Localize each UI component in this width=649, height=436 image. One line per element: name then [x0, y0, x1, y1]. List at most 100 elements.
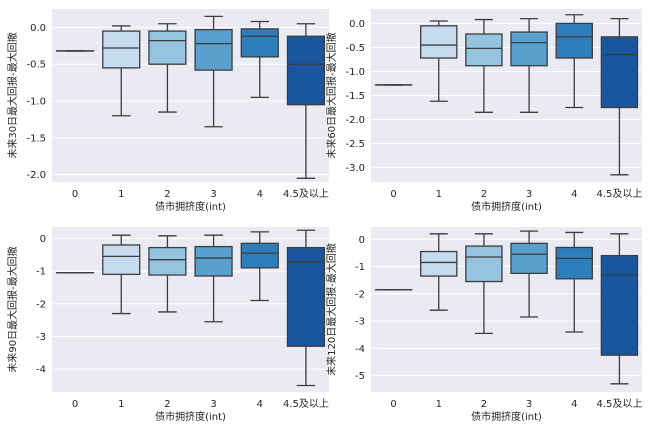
panel-0-xlabel: 债市拥挤度(int): [155, 200, 226, 213]
panel-2-ylabel: 未来90日最大回报-最大回撤: [6, 246, 19, 372]
panel-3-xtick-label: 4: [571, 399, 577, 410]
panel-3-ytick-label: -3: [355, 317, 365, 328]
panel-60d: 0.0 -0.5 -1.0 -1.5 -2.0 -2.5 -3.0 0 1 2 3 4 4.5及以上 未来…: [325, 9, 642, 213]
panel-2-box-3: [194, 234, 233, 323]
panel-0-box-4: [240, 20, 279, 98]
box-iqr: [420, 250, 458, 277]
panel-2-xtick-label: 2: [164, 399, 170, 410]
panel-0-plot-area: [52, 9, 329, 182]
panel-2-ytick-label: -4: [36, 365, 46, 376]
panel-1-ytick-label: -2.5: [345, 139, 365, 150]
panel-2-ytick-label: -3: [36, 332, 46, 343]
panel-2-plot-area: [52, 227, 329, 392]
panel-0-box-2: [148, 23, 187, 113]
panel-0-ytick-label: -1.0: [26, 97, 46, 108]
panel-3-xtick-label: 1: [436, 399, 442, 410]
box-iqr: [194, 245, 233, 277]
panel-3-plot-area: [371, 227, 642, 392]
panel-3-xtick-label: 2: [481, 399, 487, 410]
panel-3-ylabel: 未来120日最大回报-最大回撤: [325, 243, 338, 376]
panel-1-xtick-label: 4.5及以上: [596, 188, 642, 200]
panel-2-ytick-label: -2: [36, 299, 46, 310]
panel-1-xtick-label: 4: [571, 189, 577, 200]
panel-2-xtick-label: 1: [118, 399, 124, 410]
panel-2-xlabel: 债市拥挤度(int): [155, 410, 226, 423]
panel-0-xtick-label: 1: [118, 189, 124, 200]
panel-1-ytick-label: -1.0: [345, 67, 365, 78]
panel-90d: 0 -1 -2 -3 -4 0 1 2 3 4 4.5及以上 未来90日最大回报-最大回撤债市拥挤度(…: [6, 227, 329, 423]
panel-3-ytick-label: 0: [359, 235, 365, 246]
panel-1-xtick-label: 1: [436, 189, 442, 200]
panel-0-xtick-label: 4: [257, 189, 263, 200]
panel-2-xtick-label: 4: [257, 399, 263, 410]
panel-0-ytick-label: -1.5: [26, 133, 46, 144]
panel-3-xlabel: 债市拥挤度(int): [471, 410, 542, 423]
panel-3-ytick-label: -1: [355, 262, 365, 273]
panel-0-ylabel: 未来30日最大回报-最大回撤: [6, 32, 19, 158]
panel-1-ytick-label: 0.0: [349, 19, 365, 30]
panel-2-ytick-label: 0: [40, 234, 46, 245]
panel-2-box-1: [102, 234, 141, 315]
panel-1-ytick-label: -3.0: [345, 163, 365, 174]
box-iqr: [102, 30, 141, 69]
panel-1-box-3: [510, 17, 548, 113]
box-iqr: [555, 22, 593, 59]
panel-3-box-4: [555, 231, 593, 333]
panel-3-box-2: [465, 233, 503, 335]
panel-2-box-5: [286, 229, 326, 387]
panel-3-ytick-label: -5: [355, 371, 365, 382]
box-iqr: [286, 246, 326, 347]
box-iqr: [600, 254, 639, 356]
panel-3-xtick-label: 0: [390, 399, 396, 410]
box-iqr: [240, 28, 279, 58]
box-iqr: [465, 33, 503, 67]
panel-1-xlabel: 债市拥挤度(int): [471, 200, 542, 213]
box-iqr: [148, 246, 187, 276]
panel-0-ytick-label: -2.0: [26, 170, 46, 181]
panel-0-ytick-label: 0.0: [30, 23, 46, 34]
box-iqr: [510, 31, 548, 67]
panel-3-box-1: [420, 233, 458, 311]
panel-2-xtick-label: 3: [210, 399, 216, 410]
box-iqr: [286, 35, 326, 106]
panel-1-xtick-label: 2: [481, 189, 487, 200]
panel-1-ytick-label: -1.5: [345, 91, 365, 102]
panel-3-box-3: [510, 230, 548, 318]
panel-0-ytick-label: -0.5: [26, 60, 46, 71]
panel-1-ytick-label: -0.5: [345, 43, 365, 54]
box-iqr: [240, 242, 279, 269]
box-iqr: [465, 245, 503, 283]
panel-1-xtick-label: 3: [526, 189, 532, 200]
box-iqr: [194, 28, 233, 71]
panel-30d: 0.0 -0.5 -1.0 -1.5 -2.0 0 1 2 3 4 4.5及以上 未来30日最大回报-…: [6, 9, 329, 213]
box-iqr: [600, 36, 639, 109]
panel-3-xtick-label: 3: [526, 399, 532, 410]
panel-1-box-1: [420, 20, 458, 102]
panel-2-box-2: [148, 235, 187, 313]
panel-0-box-1: [102, 25, 141, 117]
panel-1-ytick-label: -2.0: [345, 115, 365, 126]
panel-1-box-2: [465, 18, 503, 113]
box-iqr: [102, 244, 141, 276]
box-iqr: [420, 25, 458, 59]
panel-2-ytick-label: -1: [36, 267, 46, 278]
box-iqr: [510, 242, 548, 275]
panel-120d: 0 -1 -2 -3 -4 -5 0 1 2 3 4 4.5及以上 未来120日最大回报-最大回撤债市拥…: [325, 227, 642, 423]
panel-0-xtick-label: 4.5及以上: [283, 188, 329, 200]
box-iqr: [148, 30, 187, 65]
panel-3-ytick-label: -2: [355, 289, 365, 300]
panel-2-xtick-label: 0: [72, 399, 78, 410]
panel-1-box-5: [600, 17, 639, 176]
panel-0-xtick-label: 3: [210, 189, 216, 200]
panel-0-xtick-label: 0: [72, 189, 78, 200]
box-iqr: [555, 246, 593, 280]
panel-2-box-4: [240, 231, 279, 302]
panel-0-box-5: [286, 23, 326, 179]
panel-1-xtick-label: 0: [390, 189, 396, 200]
panel-3-ytick-label: -4: [355, 344, 365, 355]
panel-1-box-4: [555, 14, 593, 109]
panel-3-xtick-label: 4.5及以上: [596, 398, 642, 410]
panel-0-box-3: [194, 15, 233, 128]
panel-3-box-5: [600, 233, 639, 385]
